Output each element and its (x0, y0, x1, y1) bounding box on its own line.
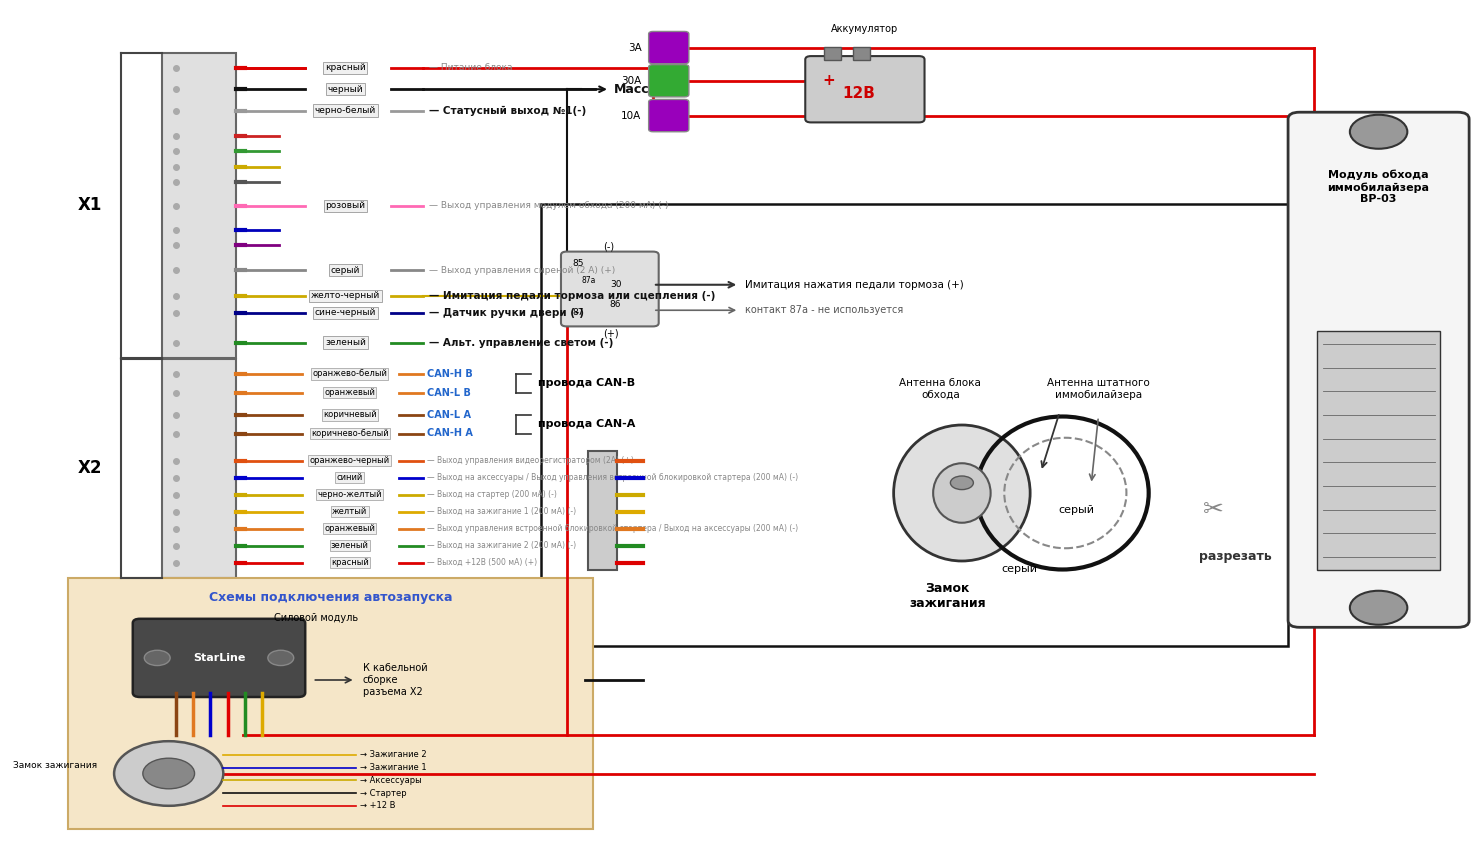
Text: CAN-L A: CAN-L A (427, 410, 471, 420)
Text: серый: серый (331, 266, 361, 275)
Text: оранжевый: оранжевый (324, 388, 375, 397)
Text: 87a: 87a (581, 276, 596, 285)
Text: — Питание блока: — Питание блока (428, 64, 512, 72)
Text: серый: серый (1058, 505, 1095, 515)
FancyBboxPatch shape (561, 252, 658, 326)
Text: — Выход на стартер (200 мА) (-): — Выход на стартер (200 мА) (-) (427, 490, 558, 499)
Circle shape (268, 650, 294, 666)
FancyBboxPatch shape (805, 56, 924, 122)
Text: оранжево-белый: оранжево-белый (312, 370, 387, 378)
FancyBboxPatch shape (852, 47, 870, 60)
Text: CAN-H B: CAN-H B (427, 369, 473, 379)
Text: CAN-L B: CAN-L B (427, 388, 471, 398)
Text: — Выход на зажигание 1 (200 мА) (-): — Выход на зажигание 1 (200 мА) (-) (427, 507, 577, 516)
Circle shape (1350, 115, 1407, 149)
Text: — Выход на аксессуары / Выход управления встроенной блокировкой стартера (200 мА: — Выход на аксессуары / Выход управления… (427, 473, 798, 482)
Text: — Выход управления видеорегистратором (2А) (+): — Выход управления видеорегистратором (2… (427, 456, 634, 465)
Text: Имитация нажатия педали тормоза (+): Имитация нажатия педали тормоза (+) (745, 280, 964, 290)
Text: красный: красный (331, 558, 368, 567)
FancyBboxPatch shape (649, 31, 689, 64)
Text: провода CAN-A: провода CAN-A (537, 419, 636, 429)
Text: CAN-H A: CAN-H A (427, 428, 473, 439)
Text: желтый: желтый (333, 507, 368, 516)
Text: 10А: 10А (621, 110, 642, 121)
Text: коричневый: коричневый (322, 411, 377, 419)
Text: X1: X1 (78, 196, 102, 214)
FancyBboxPatch shape (589, 450, 617, 570)
Text: (+): (+) (602, 328, 618, 338)
Text: розовый: розовый (325, 201, 365, 210)
Text: серый: серый (1001, 564, 1038, 575)
Text: +: + (823, 73, 835, 88)
Text: синий: синий (337, 473, 364, 482)
Text: оранжевый: оранжевый (324, 524, 375, 533)
Text: X2: X2 (78, 459, 102, 478)
Text: Аккумулятор: Аккумулятор (832, 24, 898, 34)
Text: Замок зажигания: Замок зажигания (13, 761, 97, 769)
Text: Схемы подключения автозапуска: Схемы подключения автозапуска (209, 591, 452, 604)
Text: ✂: ✂ (1203, 498, 1223, 522)
Text: — Альт. управление светом (-): — Альт. управление светом (-) (428, 337, 614, 348)
Text: 85: 85 (573, 259, 584, 268)
Text: Замок
зажигания: Замок зажигания (910, 582, 986, 610)
Text: красный: красный (325, 64, 367, 72)
Text: желто-черный: желто-черный (311, 292, 380, 300)
Text: контакт 87а - не используется: контакт 87а - не используется (745, 305, 904, 315)
Text: Силовой модуль: Силовой модуль (274, 613, 358, 623)
Text: → +12 В: → +12 В (359, 802, 396, 810)
FancyBboxPatch shape (68, 578, 593, 829)
Text: провода CAN-B: провода CAN-B (537, 378, 634, 388)
Circle shape (144, 650, 171, 666)
FancyBboxPatch shape (132, 619, 305, 697)
Text: черно-желтый: черно-желтый (318, 490, 383, 499)
Circle shape (951, 476, 973, 490)
Text: Антенна штатного
иммобилайзера: Антенна штатного иммобилайзера (1047, 378, 1150, 400)
Text: Антенна блока
обхода: Антенна блока обхода (899, 378, 982, 400)
Text: — Выход +12В (500 мА) (+): — Выход +12В (500 мА) (+) (427, 558, 537, 567)
Text: сине-черный: сине-черный (315, 309, 377, 317)
FancyBboxPatch shape (162, 359, 236, 578)
Text: → Стартер: → Стартер (359, 789, 406, 797)
Text: Модуль обхода
иммобилайзера
ВР-03: Модуль обхода иммобилайзера ВР-03 (1328, 170, 1429, 204)
Text: 3А: 3А (627, 42, 642, 53)
Text: черно-белый: черно-белый (315, 106, 375, 115)
Text: — Выход управления модулем обхода (200 мА) (-): — Выход управления модулем обхода (200 м… (428, 201, 668, 210)
Text: К кабельной
сборке
разъема Х2: К кабельной сборке разъема Х2 (362, 663, 427, 697)
Ellipse shape (894, 425, 1030, 561)
Text: — Выход управления встроенной блокировкой стартера / Выход на аксессуары (200 мА: — Выход управления встроенной блокировко… (427, 524, 798, 533)
Text: StarLine: StarLine (193, 653, 246, 663)
Text: зеленый: зеленый (331, 541, 368, 550)
Circle shape (115, 741, 224, 806)
Text: 87: 87 (573, 309, 584, 317)
Text: — Выход на зажигание 2 (200 мА) (-): — Выход на зажигание 2 (200 мА) (-) (427, 541, 577, 550)
Text: черный: черный (328, 85, 364, 94)
Text: → Аксессуары: → Аксессуары (359, 776, 421, 785)
Text: (-): (-) (602, 241, 614, 252)
Text: — Статусный выход №1(-): — Статусный выход №1(-) (428, 105, 586, 116)
FancyBboxPatch shape (649, 65, 689, 97)
Text: — Имитация педали тормоза или сцепления (-): — Имитация педали тормоза или сцепления … (428, 291, 715, 301)
Text: оранжево-черный: оранжево-черный (309, 456, 390, 465)
Text: коричнево-белый: коричнево-белый (311, 429, 389, 438)
Text: 30А: 30А (621, 76, 642, 86)
Circle shape (1350, 591, 1407, 625)
FancyBboxPatch shape (824, 47, 841, 60)
FancyBboxPatch shape (1288, 112, 1469, 627)
Ellipse shape (933, 463, 991, 523)
Text: → Зажигание 2: → Зажигание 2 (359, 751, 427, 759)
Text: зеленый: зеленый (325, 338, 367, 347)
FancyBboxPatch shape (1317, 332, 1441, 570)
Text: — Выход управления сиреной (2 А) (+): — Выход управления сиреной (2 А) (+) (428, 266, 615, 275)
FancyBboxPatch shape (162, 53, 236, 358)
Text: — Датчик ручки двери (-): — Датчик ручки двери (-) (428, 308, 584, 318)
Text: 12В: 12В (842, 86, 876, 101)
Text: Масса: Масса (614, 82, 658, 96)
Circle shape (143, 758, 194, 789)
Text: 86: 86 (609, 300, 621, 309)
Text: разрезать: разрезать (1198, 550, 1272, 564)
Text: → Зажигание 1: → Зажигание 1 (359, 763, 427, 772)
Text: 30: 30 (609, 280, 621, 289)
FancyBboxPatch shape (649, 99, 689, 132)
